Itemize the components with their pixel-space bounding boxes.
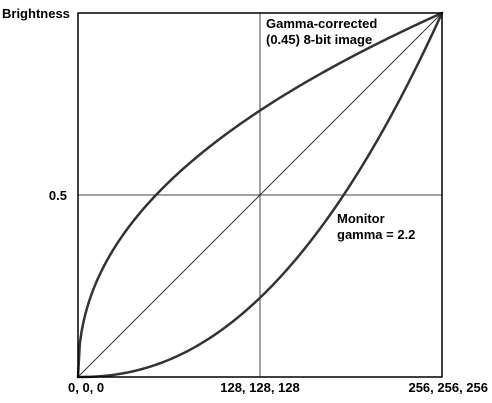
- annotation-gamma-corrected-line-2: (0.45) 8-bit image: [266, 32, 372, 47]
- y-tick-labels: 0.5: [49, 188, 67, 203]
- y-axis-label: Brightness: [2, 6, 70, 21]
- annotation-gamma-corrected-line-1: Gamma-corrected: [266, 16, 377, 31]
- y-tick-label: 0.5: [49, 188, 67, 203]
- x-tick-label: 0, 0, 0: [68, 380, 104, 395]
- series-layer: [76, 11, 444, 379]
- curve-gamma-0-45: [76, 11, 444, 379]
- x-tick-label: 256, 256, 256: [408, 380, 488, 395]
- curve-gamma-2-2: [76, 11, 444, 379]
- curve-gamma-1: [77, 12, 443, 378]
- x-tick-label: 128, 128, 128: [220, 380, 300, 395]
- annotation-monitor-gamma-line-1: Monitor: [337, 211, 385, 226]
- x-tick-labels: 0, 0, 0 128, 128, 128 256, 256, 256: [68, 380, 488, 395]
- annotation-monitor-gamma-line-2: gamma = 2.2: [337, 227, 415, 242]
- plot-frame: [77, 12, 443, 378]
